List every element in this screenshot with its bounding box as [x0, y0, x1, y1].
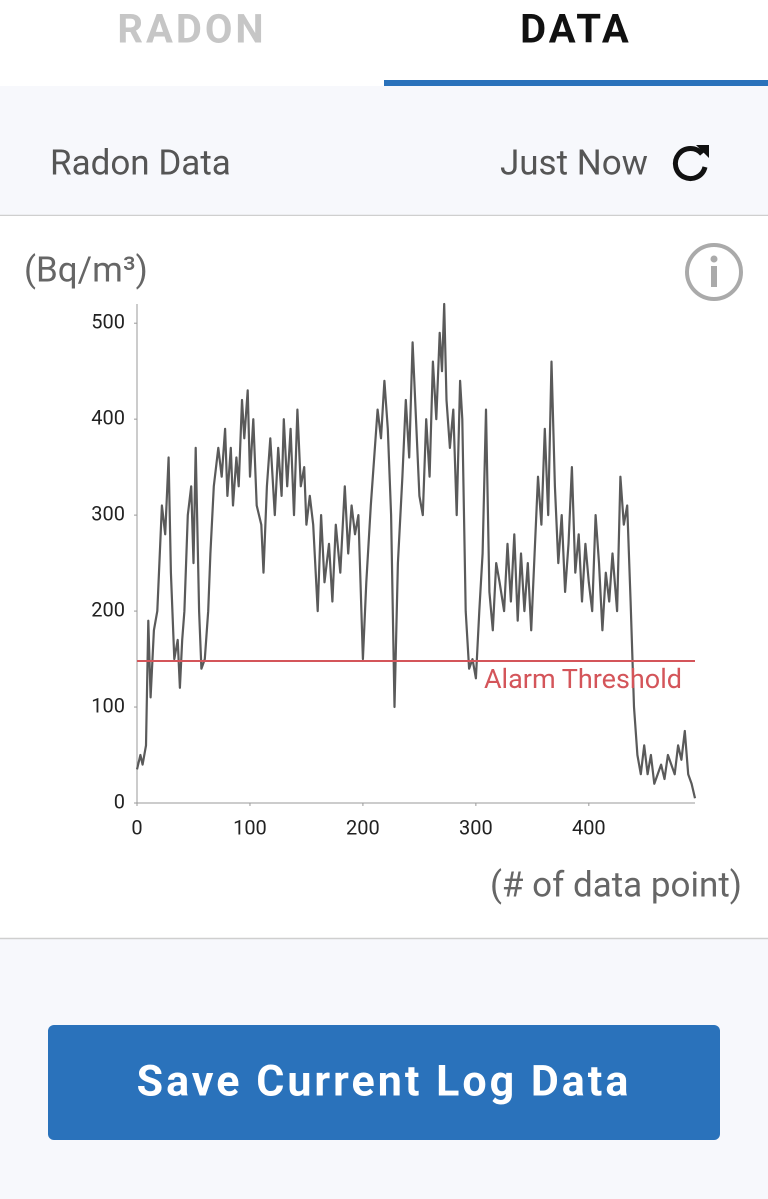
- updated-time: Just Now: [500, 142, 648, 183]
- y-tick-label: 400: [91, 405, 125, 429]
- chart-card: [0, 216, 768, 938]
- x-tick-label: 400: [572, 815, 606, 839]
- tab-radon[interactable]: RADON: [117, 6, 266, 53]
- x-tick-label: 200: [346, 815, 380, 839]
- tab-indicator: [384, 80, 768, 86]
- y-tick-label: 100: [91, 693, 125, 717]
- tab-bar: [0, 0, 768, 86]
- refresh-icon[interactable]: [672, 145, 709, 181]
- data-line: [135, 302, 697, 799]
- save-button-label[interactable]: Save Current Log Data: [137, 1056, 632, 1106]
- threshold-label: Alarm Threshold: [484, 663, 682, 695]
- plot: 0 100 200 300 400 500 0 100 200 300 400 Alarm Thres…: [91, 302, 697, 839]
- y-tick-label: 300: [91, 501, 125, 525]
- save-button[interactable]: [48, 1025, 720, 1140]
- y-axis-label: (Bq/m³): [24, 249, 148, 290]
- info-icon[interactable]: [685, 243, 743, 301]
- x-tick-label: 0: [131, 815, 142, 839]
- tab-data[interactable]: DATA: [520, 6, 632, 53]
- header-title: Radon Data: [50, 142, 231, 183]
- x-tick-label: 300: [459, 815, 493, 839]
- header-bar: [0, 86, 768, 215]
- y-tick-label: 200: [91, 597, 125, 621]
- x-tick-label: 100: [233, 815, 267, 839]
- y-tick-label: 500: [91, 309, 125, 333]
- y-tick-label: 0: [114, 789, 125, 813]
- x-axis-label: (# of data point): [490, 864, 742, 905]
